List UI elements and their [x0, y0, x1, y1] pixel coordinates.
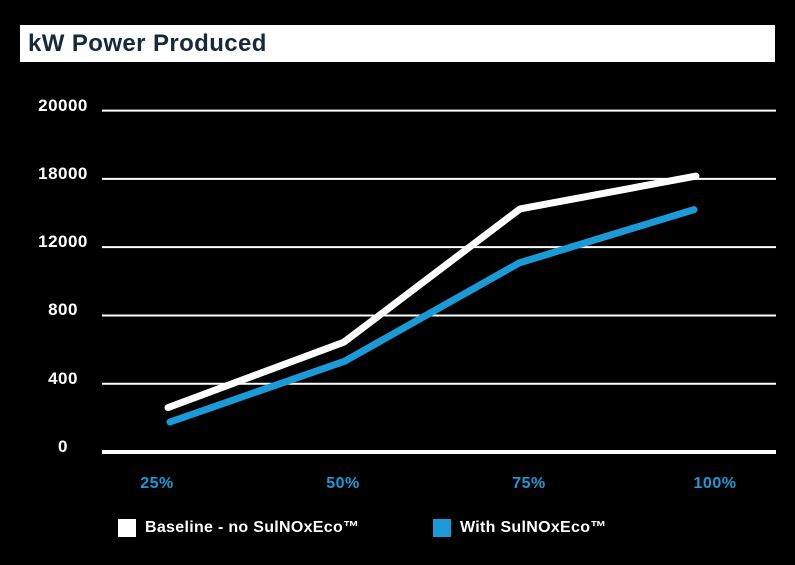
y-axis-label-0: 0 — [58, 437, 68, 456]
series-line-0 — [164, 172, 700, 412]
x-axis-label-100%: 100% — [693, 475, 737, 492]
legend-label-1: With SulNOxEco™ — [460, 519, 607, 536]
y-axis-label-800: 800 — [48, 300, 78, 320]
y-axis-label-12000: 12000 — [38, 232, 88, 252]
chart-title: kW Power Produced — [28, 29, 267, 57]
y-axis-label-400: 400 — [48, 368, 78, 388]
x-axis-label-25%: 25% — [140, 475, 174, 492]
series-line-1 — [166, 206, 698, 426]
legend-swatch-1 — [433, 519, 451, 537]
legend-item-0: Baseline - no SulNOxEco™ — [118, 519, 359, 537]
x-axis-label-75%: 75% — [512, 475, 546, 492]
y-axis-label-18000: 18000 — [38, 163, 88, 183]
legend-item-1: With SulNOxEco™ — [433, 519, 607, 537]
x-axis-label-50%: 50% — [326, 475, 360, 492]
y-axis-label-20000: 20000 — [38, 95, 88, 115]
legend-swatch-0 — [118, 519, 136, 537]
title-bar: kW Power Produced — [20, 25, 775, 62]
legend-label-0: Baseline - no SulNOxEco™ — [145, 519, 360, 536]
